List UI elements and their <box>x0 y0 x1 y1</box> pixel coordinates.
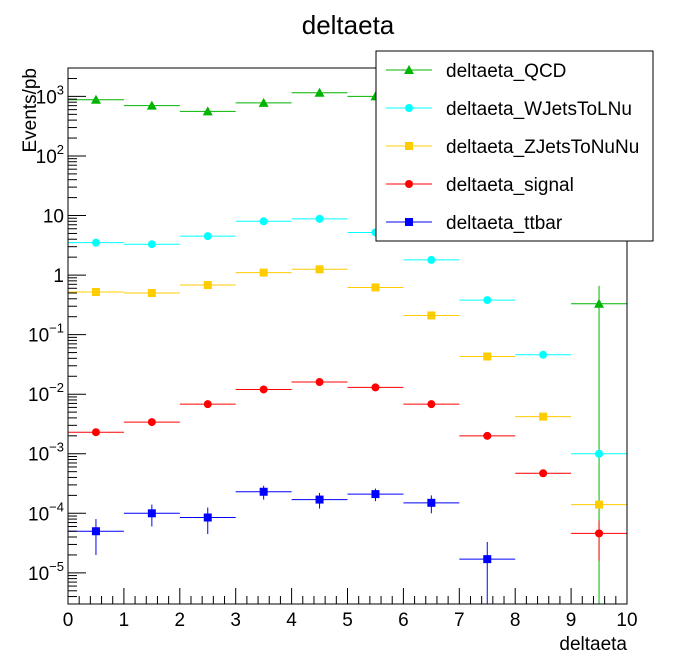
x-tick-label: 3 <box>230 610 241 631</box>
data-point <box>539 412 548 421</box>
plot-area <box>68 87 627 604</box>
x-tick-label: 6 <box>398 610 409 631</box>
y-tick-label: 102 <box>36 142 64 168</box>
data-point <box>483 296 492 305</box>
data-point <box>315 214 324 223</box>
data-point <box>595 529 604 538</box>
data-point <box>314 87 325 97</box>
data-point <box>203 232 212 241</box>
legend-label: deltaeta_QCD <box>446 61 566 82</box>
data-point <box>91 527 100 536</box>
data-point <box>594 298 605 308</box>
data-point <box>258 97 269 107</box>
data-point <box>147 509 156 518</box>
data-point <box>427 400 436 409</box>
y-tick-label: 10−5 <box>28 559 64 585</box>
y-tick-label: 10−2 <box>28 380 64 406</box>
data-point <box>90 94 101 104</box>
y-axis-label: Events/pb <box>20 68 41 153</box>
data-point <box>91 287 100 296</box>
x-tick-label: 8 <box>510 610 521 631</box>
x-axis-label: deltaeta <box>559 634 627 655</box>
data-point <box>427 311 436 320</box>
legend-marker <box>404 65 414 74</box>
data-point <box>539 469 548 478</box>
data-point <box>483 431 492 440</box>
data-point <box>315 495 324 504</box>
data-point <box>427 255 436 264</box>
data-point <box>147 289 156 298</box>
data-point <box>259 487 268 496</box>
data-point <box>203 400 212 409</box>
data-point <box>259 217 268 226</box>
data-point <box>539 350 548 359</box>
legend-marker <box>405 218 413 226</box>
series-deltaeta_ttbar <box>68 485 516 604</box>
series-deltaeta_signal <box>68 378 627 561</box>
data-point <box>203 281 212 290</box>
data-point <box>259 268 268 277</box>
y-axis: 10−5 10−4 10−3 10−2 10−1 1 10 102 103 <box>28 67 86 605</box>
data-point <box>91 428 100 437</box>
x-tick-label: 7 <box>454 610 465 631</box>
x-tick-label: 0 <box>63 610 74 631</box>
legend-label: deltaeta_ZJetsToNuNu <box>446 137 639 158</box>
series-deltaeta_ZJetsToNuNu <box>68 265 627 509</box>
data-point <box>371 490 380 499</box>
legend: deltaeta_QCD deltaeta_WJetsToLNu deltaeta_… <box>375 50 654 242</box>
legend-marker <box>405 142 413 150</box>
x-tick-label: 2 <box>175 610 186 631</box>
y-tick-label: 10−3 <box>28 440 64 466</box>
data-point <box>427 498 436 507</box>
data-point <box>595 449 604 458</box>
x-tick-label: 4 <box>286 610 297 631</box>
x-axis: 0 1 2 3 4 5 6 7 8 9 10 <box>63 588 638 631</box>
y-tick-label: 10−1 <box>28 321 64 347</box>
legend-label: deltaeta_ttbar <box>446 213 563 234</box>
data-point <box>259 385 268 394</box>
legend-item: deltaeta_QCD <box>386 61 566 82</box>
data-point <box>146 100 157 110</box>
legend-label: deltaeta_signal <box>446 175 574 196</box>
legend-item: deltaeta_ZJetsToNuNu <box>386 137 639 158</box>
y-tick-label: 10 <box>43 207 64 228</box>
legend-item: deltaeta_ttbar <box>386 213 563 234</box>
legend-item: deltaeta_signal <box>386 175 574 196</box>
y-tick-label: 1 <box>53 266 64 287</box>
legend-marker <box>405 180 413 188</box>
x-tick-label: 9 <box>566 610 577 631</box>
y-tick-label: 10−4 <box>28 499 64 525</box>
data-point <box>483 555 492 564</box>
x-tick-label: 5 <box>342 610 353 631</box>
data-point <box>483 352 492 361</box>
data-point <box>147 418 156 427</box>
data-point <box>202 106 213 116</box>
data-point <box>315 378 324 387</box>
data-point <box>91 238 100 247</box>
chart-title: deltaeta <box>302 10 395 40</box>
series-deltaeta_WJetsToLNu <box>68 214 627 458</box>
x-tick-label: 1 <box>119 610 130 631</box>
legend-item: deltaeta_WJetsToLNu <box>386 99 632 120</box>
data-point <box>595 500 604 509</box>
x-tick-label: 10 <box>616 610 637 631</box>
data-point <box>147 240 156 249</box>
data-point <box>371 383 380 392</box>
data-point <box>371 283 380 292</box>
y-tick-label: 103 <box>36 82 64 108</box>
data-point <box>203 513 212 522</box>
legend-marker <box>405 104 413 112</box>
legend-label: deltaeta_WJetsToLNu <box>446 99 632 120</box>
data-point <box>315 265 324 274</box>
